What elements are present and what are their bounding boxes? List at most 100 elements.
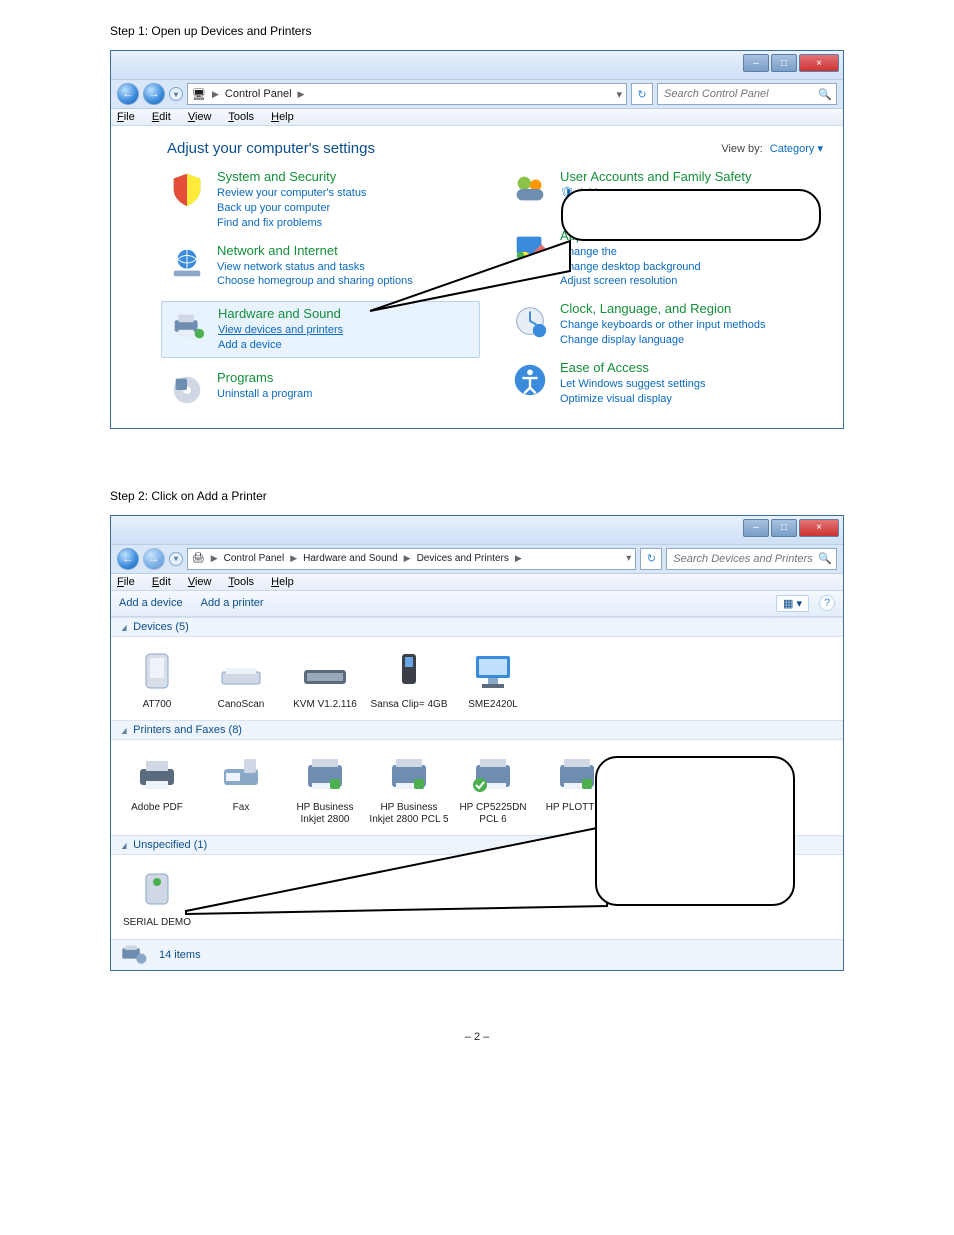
devices-icon: 🖨	[192, 553, 205, 564]
minimize-button[interactable]: –	[743, 519, 769, 537]
category-title[interactable]: Clock, Language, and Region	[560, 301, 765, 316]
recent-dropdown-button[interactable]: ▾	[169, 552, 183, 566]
maximize-button[interactable]: □	[771, 54, 797, 72]
menu-bar: FFileile Edit View Tools Help	[111, 109, 843, 126]
category-title[interactable]: Ease of Access	[560, 360, 706, 375]
link-view-devices-printers[interactable]: View devices and printers	[218, 323, 343, 338]
window-devices-printers: – □ × ← → ▾ 🖨 ▶ Control Panel ▶ Hardware…	[110, 515, 844, 971]
status-icon	[119, 944, 149, 966]
link-display-language[interactable]: Change display language	[560, 333, 765, 348]
link-screen-res[interactable]: Adjust screen resolution	[560, 274, 748, 289]
refresh-button[interactable]: ↻	[640, 548, 662, 570]
back-button[interactable]: ←	[117, 83, 139, 105]
category-system-security[interactable]: System and Security Review your computer…	[167, 169, 480, 231]
menu-help[interactable]: Help	[271, 111, 294, 123]
programs-icon	[167, 370, 207, 410]
search-box[interactable]: 🔍	[666, 548, 837, 570]
device-item-kvm[interactable]: KVM V1.2.116	[285, 645, 365, 711]
device-item-adobe-pdf[interactable]: Adobe PDF	[117, 748, 197, 825]
menu-edit[interactable]: Edit	[152, 111, 171, 123]
refresh-button[interactable]: ↻	[631, 83, 653, 105]
section-printers-header[interactable]: Printers and Faxes (8)	[111, 720, 843, 740]
category-title[interactable]: System and Security	[217, 169, 366, 184]
minimize-button[interactable]: –	[743, 54, 769, 72]
link-optimize-visual[interactable]: Optimize visual display	[560, 392, 706, 407]
titlebar: – □ ×	[111, 516, 843, 544]
step1-title: Step 1: Open up Devices and Printers	[110, 24, 844, 38]
globe-network-icon	[167, 243, 207, 283]
category-title[interactable]: Programs	[217, 370, 312, 385]
link-change-bg[interactable]: Change desktop background	[560, 260, 748, 275]
search-box[interactable]: 🔍	[657, 83, 837, 105]
link-change-keyboards[interactable]: Change keyboards or other input methods	[560, 318, 765, 333]
breadcrumb-item[interactable]: Devices and Printers	[417, 553, 509, 564]
device-item-canoscan[interactable]: CanoScan	[201, 645, 281, 711]
forward-button[interactable]: →	[143, 548, 165, 570]
link-add-device[interactable]: Add a device	[218, 338, 343, 353]
device-item-fax[interactable]: Fax	[201, 748, 281, 825]
link-backup[interactable]: Back up your computer	[217, 201, 366, 216]
menu-help[interactable]: Help	[271, 576, 294, 588]
breadcrumb[interactable]: 🖨 ▶ Control Panel ▶ Hardware and Sound ▶…	[187, 548, 636, 570]
menu-view[interactable]: View	[188, 576, 212, 588]
step2-title: Step 2: Click on Add a Printer	[110, 489, 844, 503]
callout-bubble	[595, 756, 795, 906]
recent-dropdown-button[interactable]: ▾	[169, 87, 183, 101]
link-windows-suggest[interactable]: Let Windows suggest settings	[560, 377, 706, 392]
close-button[interactable]: ×	[799, 519, 839, 537]
category-title[interactable]: User Accounts and Family Safety	[560, 169, 751, 184]
close-button[interactable]: ×	[799, 54, 839, 72]
maximize-button[interactable]: □	[771, 519, 797, 537]
status-bar: 14 items	[111, 939, 843, 970]
add-device-button[interactable]: Add a device	[119, 597, 183, 609]
search-icon[interactable]: 🔍	[818, 552, 832, 565]
breadcrumb-dropdown-icon[interactable]: ▾	[626, 553, 631, 564]
breadcrumb-item[interactable]: Hardware and Sound	[303, 553, 398, 564]
mp3-icon	[369, 645, 449, 697]
link-uninstall-program[interactable]: Uninstall a program	[217, 387, 312, 402]
breadcrumb-item[interactable]: Control Panel	[225, 88, 292, 100]
menu-edit[interactable]: Edit	[152, 576, 171, 588]
forward-button[interactable]: →	[143, 83, 165, 105]
device-item-sme[interactable]: SME2420L	[453, 645, 533, 711]
mfp-icon	[369, 748, 449, 800]
link-review-status[interactable]: Review your computer's status	[217, 186, 366, 201]
menu-file[interactable]: FFileile	[117, 111, 135, 123]
breadcrumb-dropdown-icon[interactable]: ▾	[616, 88, 622, 101]
address-bar: ← → ▾ 🖥 ▶ Control Panel ▶ ▾ ↻ 🔍	[111, 79, 843, 109]
section-devices-header[interactable]: Devices (5)	[111, 617, 843, 637]
callout-pointer	[365, 236, 575, 316]
search-input[interactable]	[662, 87, 818, 101]
scanner-icon	[201, 645, 281, 697]
link-change-theme[interactable]: Change the	[560, 245, 748, 260]
device-item-at700[interactable]: AT700	[117, 645, 197, 711]
category-title[interactable]: Hardware and Sound	[218, 306, 343, 321]
menu-view[interactable]: View	[188, 111, 212, 123]
device-item-hp-cp5225[interactable]: HP CP5225DN PCL 6	[453, 748, 533, 825]
users-icon	[510, 169, 550, 209]
address-bar: ← → ▾ 🖨 ▶ Control Panel ▶ Hardware and S…	[111, 544, 843, 574]
device-label: AT700	[117, 699, 197, 711]
menu-tools[interactable]: Tools	[228, 576, 254, 588]
search-icon[interactable]: 🔍	[818, 88, 832, 101]
breadcrumb[interactable]: 🖥 ▶ Control Panel ▶ ▾	[187, 83, 627, 105]
breadcrumb-item[interactable]: Control Panel	[224, 553, 285, 564]
help-button[interactable]: ?	[819, 595, 835, 611]
category-ease-access[interactable]: Ease of Access Let Windows suggest setti…	[510, 360, 823, 407]
view-by-dropdown[interactable]: Category ▾	[770, 143, 823, 155]
device-item-sansa[interactable]: Sansa Clip= 4GB	[369, 645, 449, 711]
device-item-hp-2800[interactable]: HP Business Inkjet 2800	[285, 748, 365, 825]
devices-grid: AT700 CanoScanKVM V1.2.116Sansa Clip= 4GB…	[111, 637, 843, 721]
menu-tools[interactable]: Tools	[228, 111, 254, 123]
search-input[interactable]	[671, 552, 818, 566]
link-find-fix[interactable]: Find and fix problems	[217, 216, 366, 231]
back-button[interactable]: ←	[117, 548, 139, 570]
shield-icon	[167, 169, 207, 209]
ease-access-icon	[510, 360, 550, 400]
view-options-button[interactable]: ▦ ▾	[776, 595, 809, 612]
add-printer-button[interactable]: Add a printer	[201, 597, 264, 609]
device-item-hp-2800-pcl5[interactable]: HP Business Inkjet 2800 PCL 5	[369, 748, 449, 825]
menu-file[interactable]: File	[117, 576, 135, 588]
titlebar: – □ ×	[111, 51, 843, 79]
category-programs[interactable]: Programs Uninstall a program	[167, 370, 480, 410]
